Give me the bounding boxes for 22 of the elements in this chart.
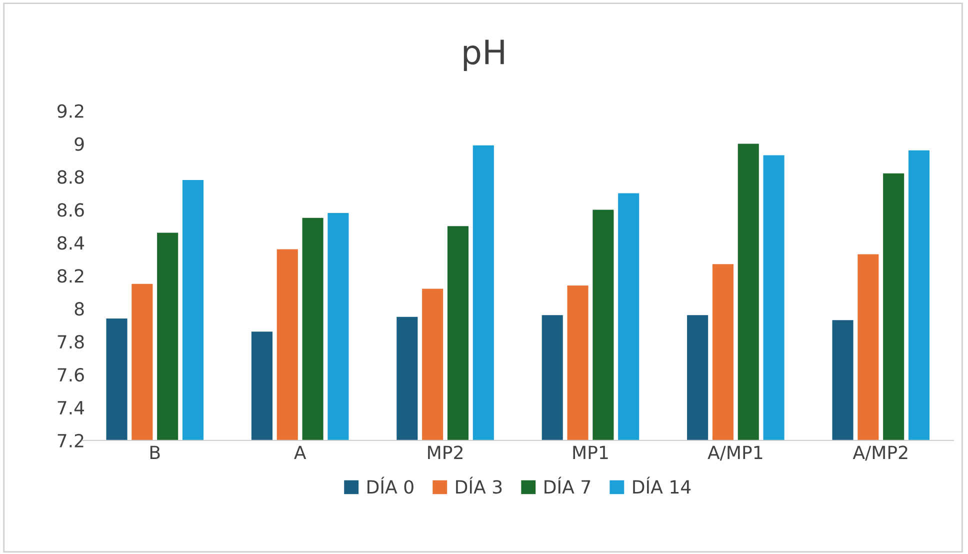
y-tick-label: 8.4 — [58, 236, 84, 250]
chart-title: pH — [464, 40, 504, 72]
legend-label: DÍA 14 — [633, 476, 691, 494]
legend-label: DÍA 3 — [456, 476, 502, 494]
y-tick-label: 7.4 — [58, 401, 84, 414]
y-tick-label: 7.6 — [58, 368, 84, 382]
legend-label: DÍA 7 — [544, 476, 590, 494]
legend-label: DÍA 0 — [368, 476, 414, 494]
y-tick-label: 9.2 — [57, 104, 84, 118]
y-tick-label: 8 — [74, 302, 84, 316]
y-tick-label: 9 — [74, 137, 84, 151]
x-tick-label: A/MP1 — [708, 446, 762, 461]
x-tick-label: B — [150, 446, 160, 460]
y-tick-label: 8.6 — [58, 203, 84, 217]
y-tick-label: 8.8 — [58, 170, 84, 184]
y-tick-label: 7.2 — [58, 434, 84, 448]
y-tick-label: 8.2 — [58, 269, 84, 283]
x-tick-label: MP1 — [573, 446, 608, 460]
x-tick-label: A — [294, 446, 306, 460]
y-tick-label: 7.8 — [58, 335, 84, 349]
x-tick-label: A/MP2 — [852, 446, 908, 461]
x-tick-label: MP2 — [428, 446, 462, 460]
